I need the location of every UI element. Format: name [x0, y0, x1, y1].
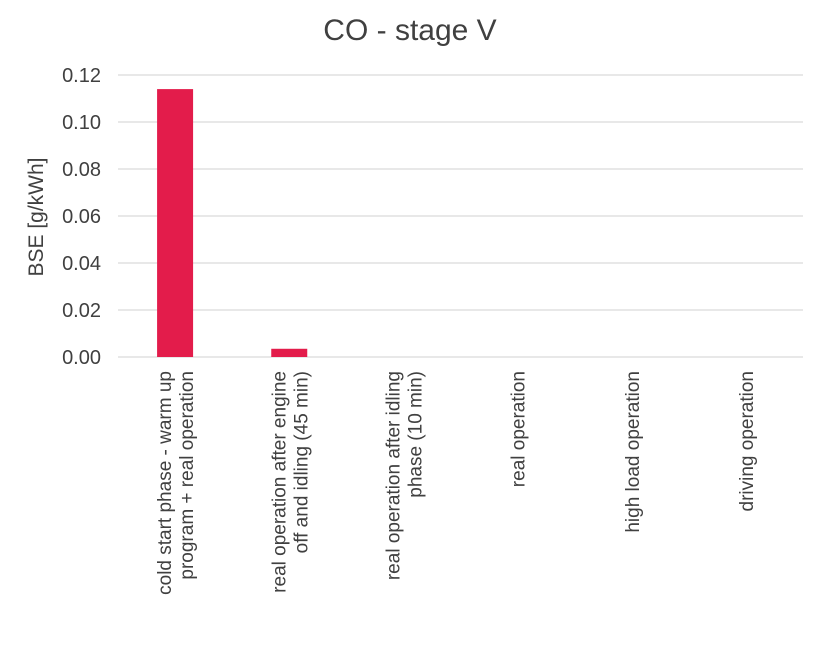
x-category-label-line: off and idling (45 min) [291, 371, 312, 553]
chart-title: CO - stage V [323, 14, 496, 47]
y-tick-label: 0.00 [62, 347, 101, 369]
x-category-label: real operation after idlingphase (10 min… [383, 371, 426, 580]
y-tick-label: 0.04 [62, 253, 101, 275]
x-category-label-line: phase (10 min) [405, 371, 426, 498]
x-category-label-line: cold start phase - warm up [155, 371, 176, 595]
x-category-label-line: real operation [509, 371, 530, 487]
y-tick-label: 0.08 [62, 159, 101, 181]
x-category-label-line: real operation after engine [269, 371, 290, 593]
gridlines [118, 74, 803, 358]
x-category-label: real operation after engineoff and idlin… [269, 371, 312, 593]
x-category-label: high load operation [623, 371, 644, 533]
category-labels: cold start phase - warm upprogram + real… [155, 371, 758, 595]
x-category-label: driving operation [737, 371, 758, 511]
y-tick-label: 0.02 [62, 300, 101, 322]
y-tick-label: 0.10 [62, 112, 101, 134]
x-category-label-line: program + real operation [177, 371, 198, 580]
x-category-label-line: driving operation [737, 371, 758, 511]
bar [157, 89, 194, 357]
bar [271, 348, 308, 357]
x-category-label-line: high load operation [623, 371, 644, 533]
x-category-label: cold start phase - warm upprogram + real… [155, 371, 198, 595]
y-axis-label: BSE [g/kWh] [25, 157, 48, 276]
y-tick-labels: 0.00 0.02 0.04 0.06 0.08 0.10 0.12 [62, 65, 101, 369]
y-tick-label: 0.06 [62, 206, 101, 228]
bars [157, 89, 308, 357]
x-category-label: real operation [509, 371, 530, 487]
x-category-label-line: real operation after idling [383, 371, 404, 580]
y-tick-label: 0.12 [62, 65, 101, 87]
